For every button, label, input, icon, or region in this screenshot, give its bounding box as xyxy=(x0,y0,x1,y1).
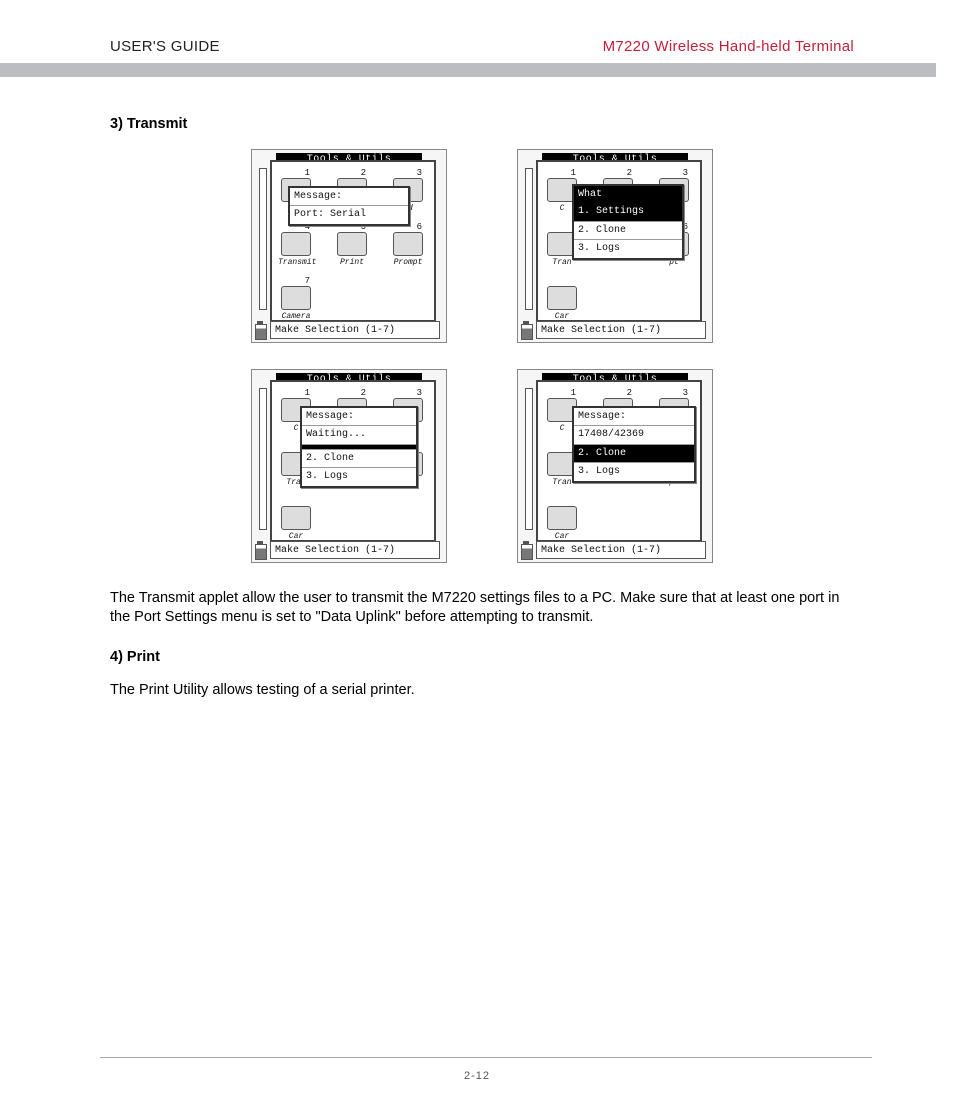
print-body: The Print Utility allows testing of a se… xyxy=(110,681,854,701)
guide-label: USER'S GUIDE xyxy=(110,38,220,55)
section-print-title: 4) Print xyxy=(110,648,854,668)
terminal-screenshot-d: Tools & Utils 1C 2 3ad Tran 6pt Car Mess… xyxy=(517,369,713,563)
terminal-screenshot-b: Tools & Utils 1C 2 3ad Tran 6pt Car What… xyxy=(517,149,713,343)
header-bar xyxy=(0,63,936,77)
terminal-screenshot-c: Tools & Utils 1C 2 3ad Tran pt Car Messa… xyxy=(251,369,447,563)
product-label: M7220 Wireless Hand-held Terminal xyxy=(603,38,854,55)
popup-a: Message: Port: Serial xyxy=(288,186,410,226)
page-header: USER'S GUIDE M7220 Wireless Hand-held Te… xyxy=(0,0,954,63)
screens-row-1: Tools & Utils 1C 2 3ad 4Transmit 5Print … xyxy=(110,149,854,343)
transmit-body: The Transmit applet allow the user to tr… xyxy=(110,589,854,628)
screens-row-2: Tools & Utils 1C 2 3ad Tran pt Car Messa… xyxy=(110,369,854,563)
battery-icon xyxy=(255,321,267,339)
document-page: USER'S GUIDE M7220 Wireless Hand-held Te… xyxy=(0,0,954,1112)
popup-d: Message: 17408/42369 2. Clone 3. Logs xyxy=(572,406,696,483)
footer-rule xyxy=(100,1057,872,1058)
popup-b: What 1. Settings 2. Clone 3. Logs xyxy=(572,184,684,260)
section-transmit-title: 3) Transmit xyxy=(110,115,854,135)
terminal-screenshot-a: Tools & Utils 1C 2 3ad 4Transmit 5Print … xyxy=(251,149,447,343)
popup-c: Message: Waiting... 2. Clone 3. Logs xyxy=(300,406,418,488)
status-bar: Make Selection (1-7) xyxy=(270,321,440,339)
content: 3) Transmit Tools & Utils 1C 2 3ad 4Tran… xyxy=(0,77,954,701)
page-number: 2-12 xyxy=(0,1070,954,1082)
